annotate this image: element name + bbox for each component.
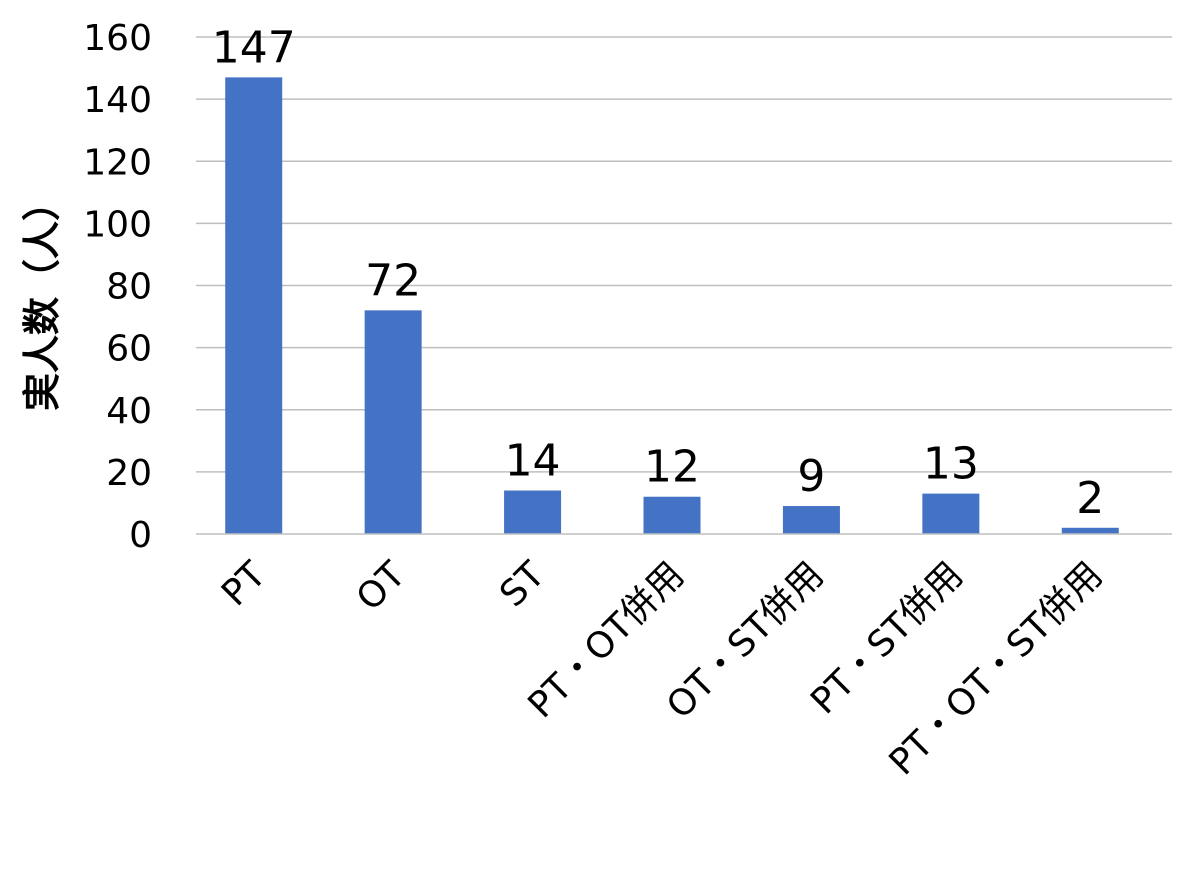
y-tick-label: 80 (106, 267, 152, 308)
y-tick-label: 40 (106, 391, 152, 432)
data-label: 72 (365, 255, 421, 306)
y-tick-label: 160 (83, 18, 152, 59)
data-label: 13 (923, 439, 979, 490)
data-label: 2 (1076, 473, 1104, 524)
x-category-label: OT (349, 554, 414, 619)
data-label: 147 (212, 22, 296, 73)
y-axis-label: 実人数（人） (20, 183, 64, 411)
data-label: 12 (644, 442, 700, 493)
y-tick-label: 20 (106, 453, 152, 494)
y-tick-label: 100 (83, 204, 152, 245)
data-labels: 147 72 14 12 9 13 2 (212, 22, 1105, 523)
x-category-label: PT (214, 554, 275, 615)
bar (782, 506, 840, 534)
bar (364, 310, 422, 534)
data-label: 9 (797, 451, 825, 502)
bar (504, 490, 562, 534)
bar (643, 496, 701, 534)
bar (1061, 527, 1119, 534)
bars (225, 77, 1119, 534)
bar (922, 493, 980, 534)
x-category-label: ST (492, 554, 553, 615)
y-tick-label: 0 (129, 515, 152, 556)
y-tick-label: 120 (83, 142, 152, 183)
y-tick-label: 140 (83, 80, 152, 121)
gridlines (196, 36, 1172, 473)
y-axis-tick-labels: 0 20 40 60 80 100 120 140 160 (83, 18, 152, 556)
bar (225, 77, 283, 534)
data-label: 14 (505, 436, 561, 487)
y-tick-label: 60 (106, 329, 152, 370)
